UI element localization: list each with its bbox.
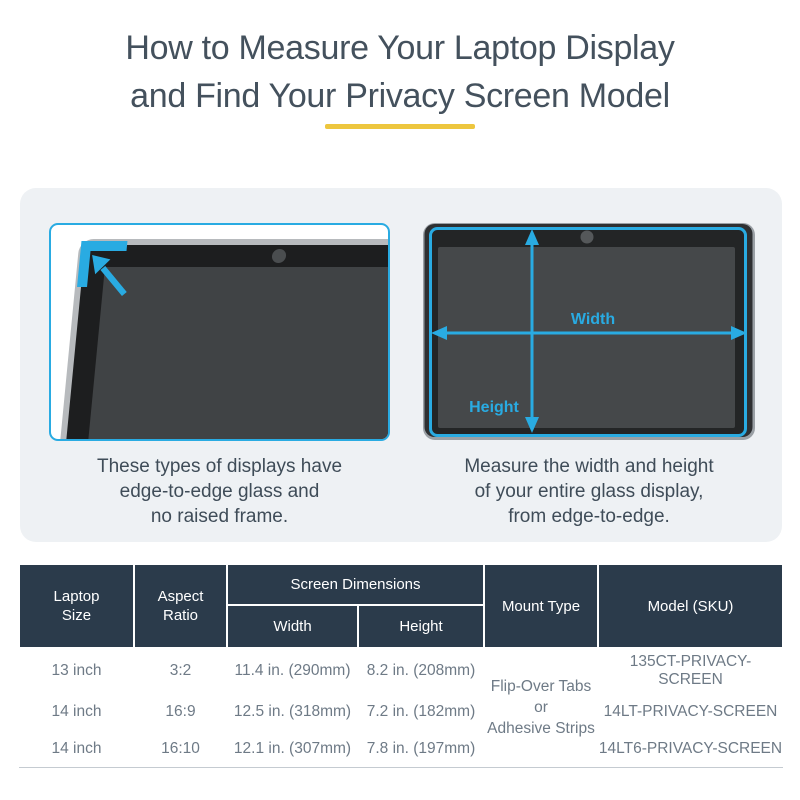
- cell-laptop-size: 13 inch: [19, 648, 134, 692]
- height-arrow: [525, 229, 539, 433]
- page-title: How to Measure Your Laptop Display and F…: [0, 24, 800, 120]
- width-arrow: [431, 326, 747, 340]
- table-row: 14 inch 16:10 12.1 in. (307mm) 7.8 in. (…: [19, 731, 783, 767]
- cell-width: 11.4 in. (290mm): [227, 648, 358, 692]
- cell-model-sku: 14LT-PRIVACY-SCREEN: [598, 692, 783, 731]
- cell-height: 8.2 in. (208mm): [358, 648, 484, 692]
- cell-aspect-ratio: 16:9: [134, 692, 227, 731]
- measure-display-drawing: Width Height: [423, 223, 755, 440]
- right-caption-line: of your entire glass display,: [474, 481, 704, 502]
- page-title-line2: and Find Your Privacy Screen Model: [130, 77, 670, 115]
- col-header-screen-dimensions: Screen Dimensions: [226, 563, 485, 606]
- laptop-corner-drawing: [51, 239, 388, 439]
- cell-model-sku: 14LT6-PRIVACY-SCREEN: [598, 731, 783, 767]
- col-header-width: Width: [226, 604, 359, 649]
- col-header-model-sku: Model (SKU): [597, 563, 784, 649]
- cell-model-sku: 135CT-PRIVACY-SCREEN: [598, 648, 783, 692]
- right-caption-line: Measure the width and height: [464, 456, 714, 477]
- cell-laptop-size: 14 inch: [19, 731, 134, 767]
- cell-height: 7.2 in. (182mm): [358, 692, 484, 731]
- cell-height: 7.8 in. (197mm): [358, 731, 484, 767]
- cell-aspect-ratio: 16:10: [134, 731, 227, 767]
- display-screen: [438, 247, 735, 428]
- privacy-screen-model-table: Laptop Size Aspect Ratio Screen Dimensio…: [18, 563, 784, 768]
- cell-width: 12.5 in. (318mm): [227, 692, 358, 731]
- cell-mount-type: Flip-Over Tabs or Adhesive Strips: [484, 648, 598, 767]
- left-caption-line: These types of displays have: [96, 456, 343, 477]
- left-caption-line: no raised frame.: [150, 506, 289, 527]
- corner-arrow-icon: [92, 255, 111, 275]
- arrow-left-icon: [431, 326, 447, 340]
- height-label: Height: [469, 399, 519, 416]
- corner-arrow-shaft: [100, 265, 127, 297]
- page-title-line1: How to Measure Your Laptop Display: [125, 29, 675, 67]
- col-header-height: Height: [357, 604, 485, 649]
- cell-laptop-size: 14 inch: [19, 692, 134, 731]
- cell-aspect-ratio: 3:2: [134, 648, 227, 692]
- col-header-mount-type: Mount Type: [483, 563, 599, 649]
- webcam-dot-icon: [271, 249, 287, 263]
- laptop-corner-illustration: [49, 223, 390, 441]
- measure-display-illustration: Width Height: [423, 223, 755, 442]
- arrow-down-icon: [525, 417, 539, 433]
- title-underline-accent: [325, 124, 475, 129]
- width-label: Width: [571, 311, 615, 328]
- table-row: 13 inch 3:2 11.4 in. (290mm) 8.2 in. (20…: [19, 648, 783, 767]
- laptop-screen: [64, 267, 388, 439]
- arrow-up-icon: [525, 229, 539, 245]
- webcam-dot-icon: [580, 230, 594, 244]
- right-caption-line: from edge-to-edge.: [508, 506, 670, 527]
- left-caption: These types of displays have edge-to-edg…: [49, 454, 390, 529]
- arrow-right-icon: [731, 326, 747, 340]
- col-header-laptop-size: Laptop Size: [18, 563, 135, 649]
- left-caption-line: edge-to-edge glass and: [119, 481, 320, 502]
- cell-width: 12.1 in. (307mm): [227, 731, 358, 767]
- right-caption: Measure the width and height of your ent…: [423, 454, 755, 529]
- corner-bracket-icon: [77, 241, 128, 287]
- illustration-card: Width Height These types of displays hav…: [20, 188, 782, 542]
- table-row: 14 inch 16:9 12.5 in. (318mm) 7.2 in. (1…: [19, 692, 783, 731]
- col-header-aspect-ratio: Aspect Ratio: [133, 563, 228, 649]
